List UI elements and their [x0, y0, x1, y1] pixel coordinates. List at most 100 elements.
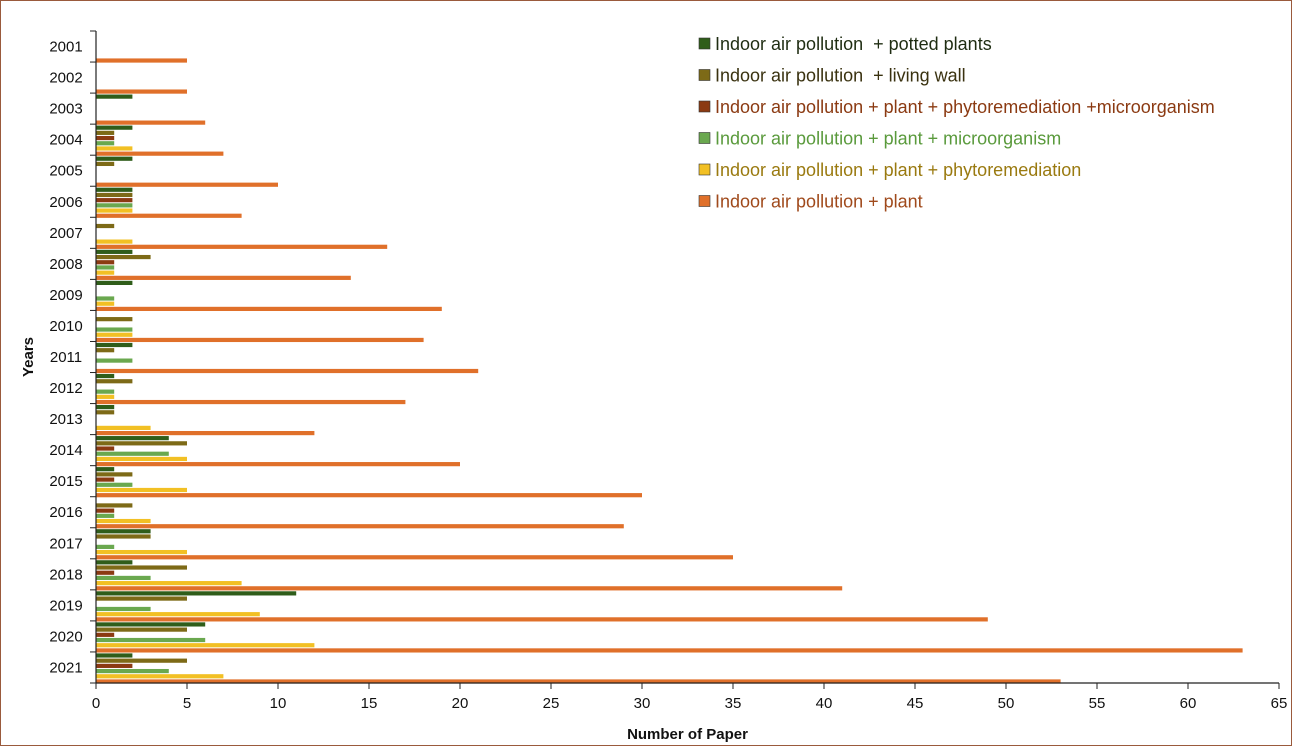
- x-tick-label: 40: [816, 695, 833, 712]
- x-tick-label: 65: [1271, 695, 1288, 712]
- legend-swatch: [698, 100, 711, 113]
- bar: [96, 342, 133, 348]
- bar: [96, 192, 133, 198]
- y-tick-label: 2014: [49, 442, 82, 459]
- bar: [96, 332, 133, 337]
- legend-swatch: [698, 132, 711, 144]
- bar: [96, 389, 115, 394]
- bars-layer: [96, 58, 1243, 684]
- bar: [96, 275, 351, 280]
- legend-swatch: [698, 195, 711, 207]
- bar: [96, 462, 460, 467]
- bar: [96, 89, 187, 94]
- bar: [96, 348, 115, 353]
- x-tick-label: 30: [634, 695, 651, 712]
- bar: [96, 404, 115, 410]
- legend-swatch: [698, 163, 711, 176]
- legend-label: Indoor air pollution + plant: [715, 192, 923, 212]
- y-tick-label: 2008: [49, 256, 82, 273]
- legend-label: Indoor air pollution + plant + phytoreme…: [715, 160, 1081, 180]
- bar: [96, 146, 133, 151]
- bar: [96, 668, 169, 674]
- x-tick-label: 50: [998, 695, 1015, 712]
- bar: [96, 560, 133, 565]
- bar: [96, 239, 133, 244]
- bar: [96, 529, 151, 534]
- bar: [96, 120, 206, 125]
- bar: [96, 508, 115, 513]
- bar: [96, 249, 133, 254]
- legend-label: Indoor air pollution + plant + microorga…: [715, 129, 1061, 149]
- bar: [96, 451, 169, 456]
- bar: [96, 425, 151, 430]
- y-tick-label: 2001: [49, 39, 82, 56]
- x-tick-label: 35: [725, 695, 742, 712]
- bar: [96, 565, 187, 570]
- bar: [96, 446, 115, 451]
- bar: [96, 280, 133, 286]
- bar: [96, 368, 479, 374]
- bar: [96, 482, 133, 487]
- y-tick-label: 2007: [49, 225, 82, 242]
- bar: [96, 487, 187, 493]
- bar: [96, 596, 187, 601]
- bar: [96, 555, 733, 560]
- bar: [96, 617, 988, 622]
- bar: [96, 493, 642, 498]
- x-tick-label: 15: [361, 695, 378, 712]
- bar: [96, 658, 187, 663]
- bar: [96, 472, 133, 477]
- y-tick-label: 2003: [49, 101, 82, 118]
- bar: [96, 125, 133, 130]
- bar: [96, 575, 151, 581]
- legend: Indoor air pollution + potted plants Indo…: [698, 34, 1215, 212]
- bar: [96, 265, 115, 270]
- bar: [96, 208, 133, 213]
- bar: [96, 612, 260, 617]
- bar: [96, 203, 133, 208]
- bar: [96, 317, 133, 322]
- bar: [96, 94, 133, 99]
- legend-label: Indoor air pollution + living wall: [715, 66, 966, 86]
- bar: [96, 270, 115, 275]
- x-tick-label: 5: [183, 695, 191, 712]
- bar: [96, 399, 406, 405]
- x-tick-label: 45: [907, 695, 924, 712]
- y-tick-label: 2005: [49, 163, 82, 180]
- bar: [96, 570, 115, 575]
- bar: [96, 637, 206, 643]
- bar: [96, 244, 388, 249]
- bar: [96, 161, 115, 167]
- y-tick-label: 2010: [49, 318, 82, 335]
- bar: [96, 410, 115, 415]
- bar: [96, 151, 224, 156]
- y-tick-label: 2013: [49, 411, 82, 428]
- bar: [96, 513, 115, 518]
- axes-layer: 0 5 10 15 20 25 30 35 40 45 50 55 60 65 2001 2002 2003 20…: [49, 30, 1288, 712]
- bar: [96, 156, 133, 161]
- bar: [96, 327, 133, 332]
- bar: [96, 430, 315, 436]
- bar: [96, 213, 242, 218]
- y-tick-label: 2011: [50, 349, 82, 366]
- bar: [96, 477, 115, 482]
- y-tick-label: 2018: [49, 566, 82, 583]
- legend-swatch: [698, 37, 711, 50]
- x-axis-title: Number of Paper: [627, 726, 748, 743]
- bar: [96, 653, 133, 658]
- y-tick-label: 2009: [49, 287, 82, 304]
- bar: [96, 436, 169, 441]
- bar: [96, 581, 242, 586]
- bar: [96, 337, 424, 343]
- bar: [96, 182, 278, 187]
- bar: [96, 622, 206, 627]
- bar: [96, 518, 151, 524]
- x-tick-label: 60: [1180, 695, 1197, 712]
- y-tick-label: 2012: [49, 380, 82, 397]
- y-tick-label: 2006: [49, 194, 82, 211]
- bar: [96, 58, 187, 63]
- y-tick-label: 2017: [49, 535, 82, 552]
- y-tick-label: 2016: [49, 504, 82, 521]
- bar: [96, 606, 151, 612]
